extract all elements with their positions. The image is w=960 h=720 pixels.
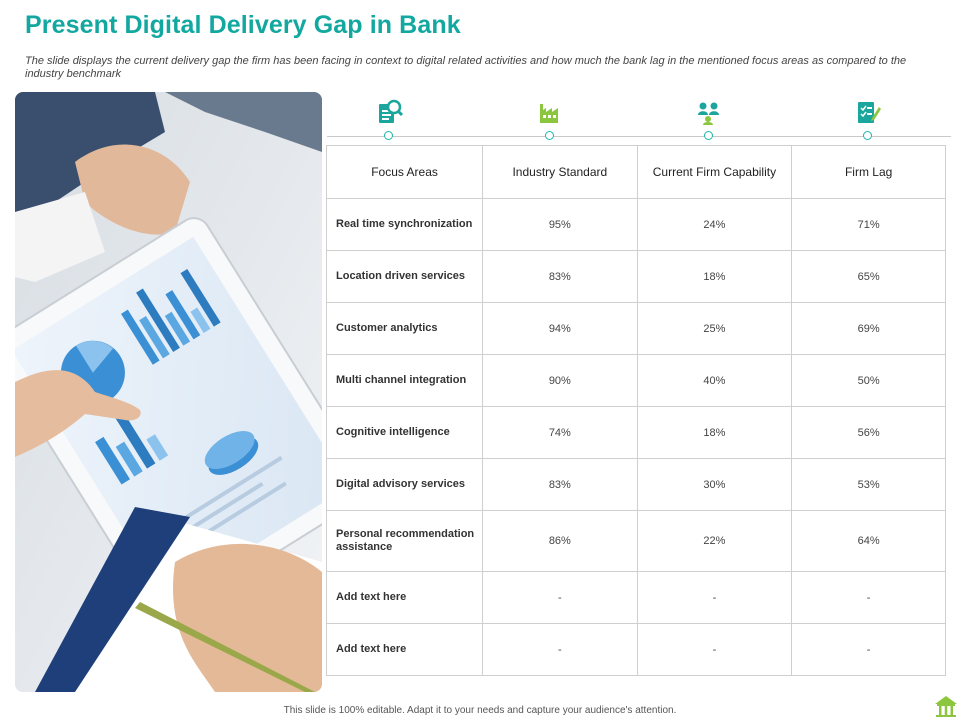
analysis-document-icon bbox=[379, 99, 404, 123]
firm-capability-cell: 24% bbox=[636, 198, 793, 251]
firm-capability-cell: - bbox=[636, 623, 793, 676]
column-header-firm-lag: Firm Lag bbox=[791, 145, 946, 199]
industry-standard-cell: 86% bbox=[482, 510, 638, 572]
firm-capability-cell: 30% bbox=[636, 458, 793, 511]
timeline-dot bbox=[863, 131, 872, 140]
factory-icon bbox=[540, 104, 558, 123]
column-header-focus-areas: Focus Areas bbox=[325, 145, 484, 199]
firm-lag-cell: 64% bbox=[791, 510, 946, 572]
firm-lag-cell: 53% bbox=[791, 458, 946, 511]
table-row: Multi channel integration 90% 40% 50% bbox=[325, 354, 946, 407]
table-row: Cognitive intelligence 74% 18% 56% bbox=[325, 406, 946, 459]
table-row: Customer analytics 94% 25% 69% bbox=[325, 302, 946, 355]
timeline-dot bbox=[704, 131, 713, 140]
focus-area-cell: Add text here bbox=[325, 571, 484, 624]
focus-area-cell: Multi channel integration bbox=[325, 354, 484, 407]
icon-timeline bbox=[327, 94, 951, 144]
table-row: Add text here - - - bbox=[325, 623, 946, 676]
table-header-row: Focus Areas Industry Standard Current Fi… bbox=[325, 145, 946, 199]
table-row: Digital advisory services 83% 30% 53% bbox=[325, 458, 946, 511]
home-icon[interactable] bbox=[933, 694, 959, 718]
delivery-gap-table: Focus Areas Industry Standard Current Fi… bbox=[325, 145, 946, 676]
timeline-dot bbox=[545, 131, 554, 140]
checklist-edit-icon bbox=[858, 102, 881, 123]
firm-capability-cell: 40% bbox=[636, 354, 793, 407]
industry-standard-cell: 95% bbox=[482, 198, 638, 251]
focus-area-cell: Add text here bbox=[325, 623, 484, 676]
focus-area-cell: Digital advisory services bbox=[325, 458, 484, 511]
tablet-photo bbox=[15, 92, 322, 692]
firm-lag-cell: 56% bbox=[791, 406, 946, 459]
people-network-icon bbox=[698, 102, 719, 125]
firm-capability-cell: 18% bbox=[636, 406, 793, 459]
firm-lag-cell: - bbox=[791, 623, 946, 676]
firm-lag-cell: 69% bbox=[791, 302, 946, 355]
table-row: Personal recommendation assistance 86% 2… bbox=[325, 510, 946, 572]
table-row: Add text here - - - bbox=[325, 571, 946, 624]
firm-capability-cell: 18% bbox=[636, 250, 793, 303]
firm-lag-cell: - bbox=[791, 571, 946, 624]
slide-title: Present Digital Delivery Gap in Bank bbox=[25, 11, 461, 39]
firm-capability-cell: 22% bbox=[636, 510, 793, 572]
industry-standard-cell: - bbox=[482, 571, 638, 624]
firm-lag-cell: 71% bbox=[791, 198, 946, 251]
industry-standard-cell: 83% bbox=[482, 458, 638, 511]
table-row: Location driven services 83% 18% 65% bbox=[325, 250, 946, 303]
industry-standard-cell: 90% bbox=[482, 354, 638, 407]
firm-capability-cell: - bbox=[636, 571, 793, 624]
table-row: Real time synchronization 95% 24% 71% bbox=[325, 198, 946, 251]
footer-note: This slide is 100% editable. Adapt it to… bbox=[283, 705, 677, 716]
industry-standard-cell: - bbox=[482, 623, 638, 676]
focus-area-cell: Personal recommendation assistance bbox=[325, 510, 484, 572]
firm-capability-cell: 25% bbox=[636, 302, 793, 355]
focus-area-cell: Customer analytics bbox=[325, 302, 484, 355]
focus-area-cell: Location driven services bbox=[325, 250, 484, 303]
timeline-dot bbox=[384, 131, 393, 140]
slide-subtitle: The slide displays the current delivery … bbox=[25, 55, 907, 80]
timeline-line bbox=[327, 136, 951, 137]
firm-lag-cell: 65% bbox=[791, 250, 946, 303]
industry-standard-cell: 83% bbox=[482, 250, 638, 303]
column-header-industry-standard: Industry Standard bbox=[482, 145, 638, 199]
column-header-current-firm-capability: Current Firm Capability bbox=[636, 145, 793, 199]
industry-standard-cell: 94% bbox=[482, 302, 638, 355]
focus-area-cell: Real time synchronization bbox=[325, 198, 484, 251]
focus-area-cell: Cognitive intelligence bbox=[325, 406, 484, 459]
industry-standard-cell: 74% bbox=[482, 406, 638, 459]
firm-lag-cell: 50% bbox=[791, 354, 946, 407]
